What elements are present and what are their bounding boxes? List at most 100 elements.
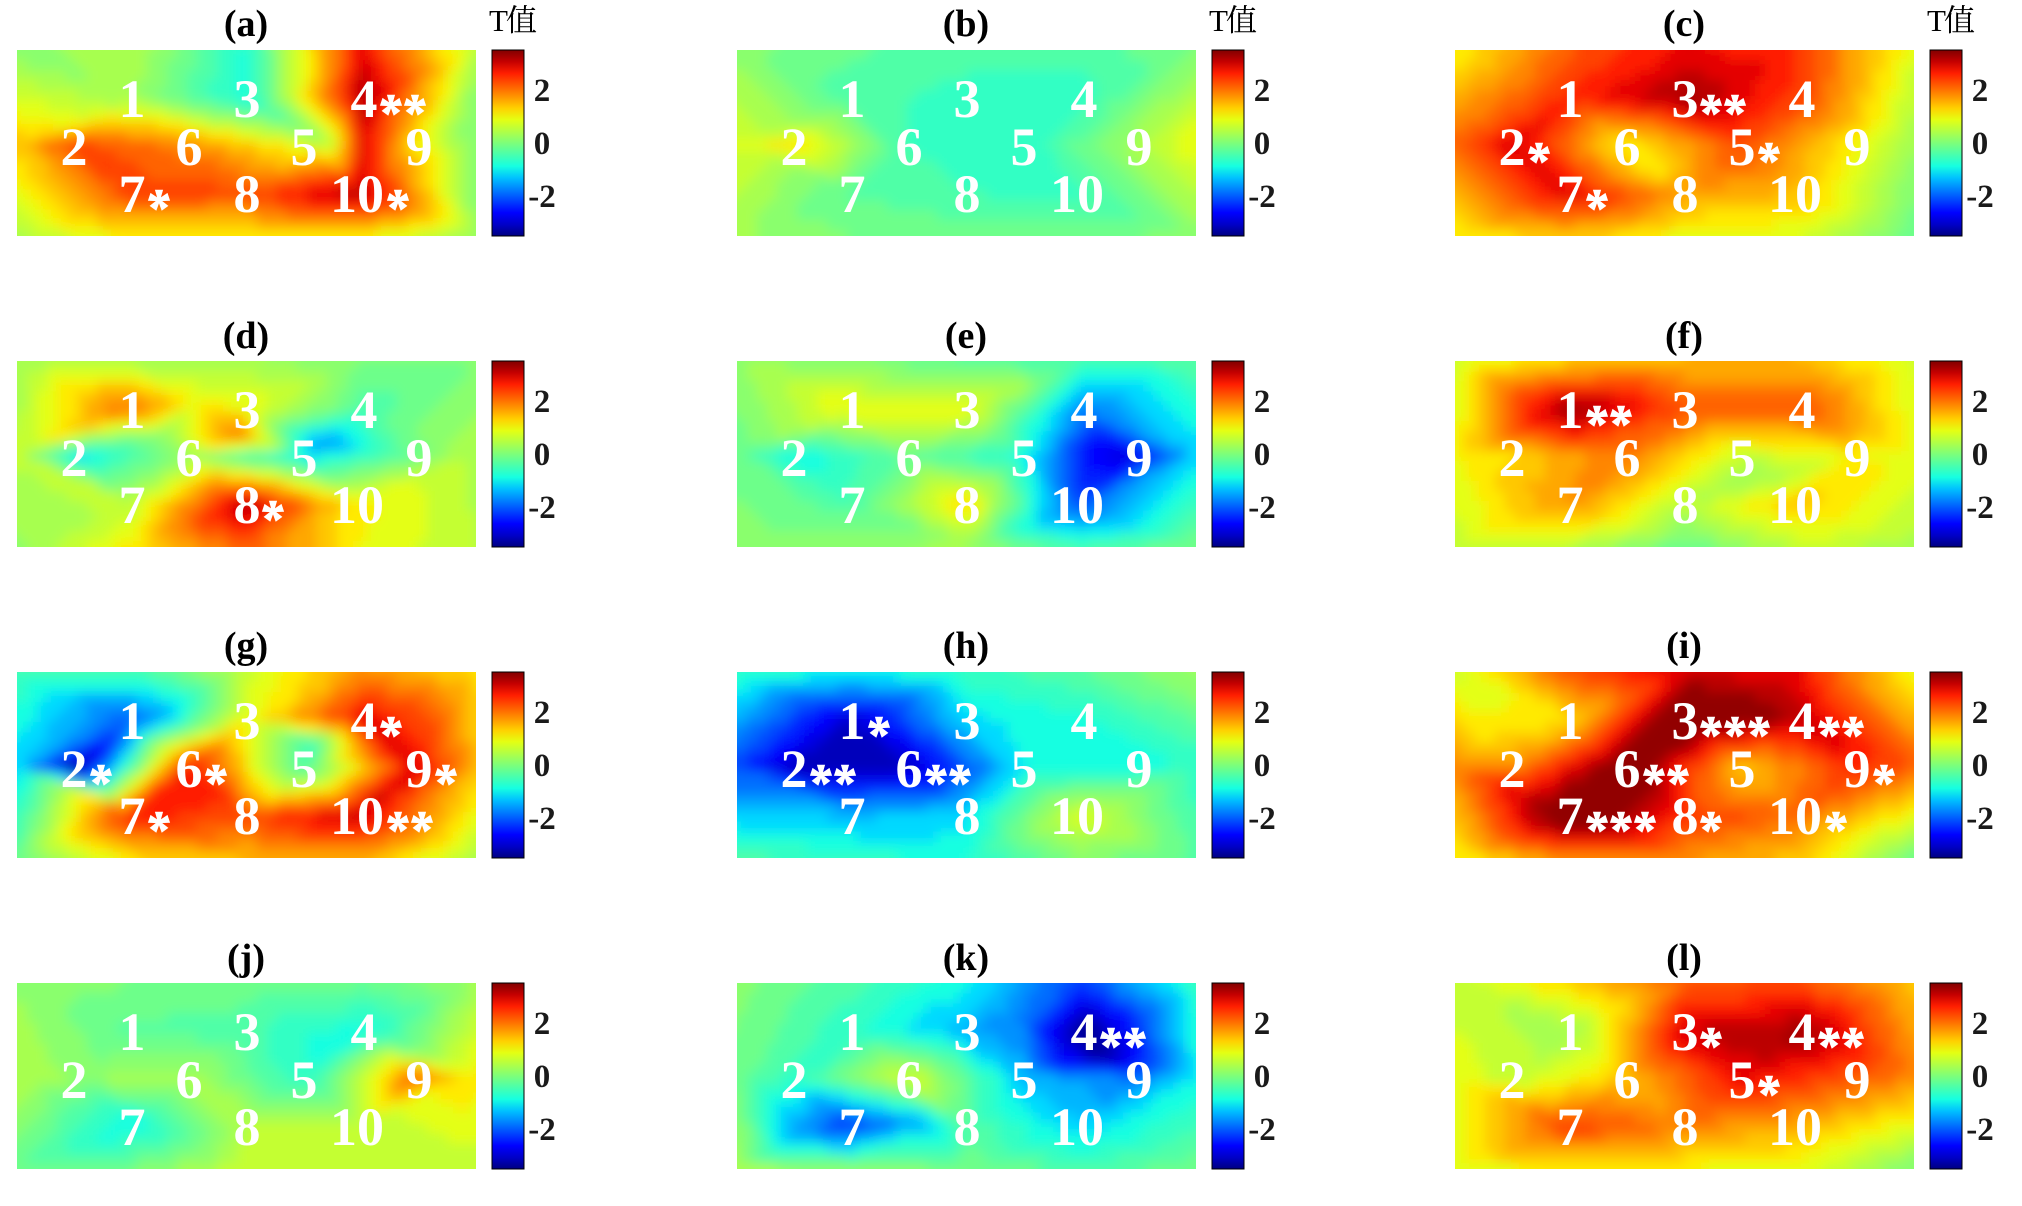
svg-text:3: 3 [234,69,261,129]
svg-text:10: 10 [1050,475,1104,535]
svg-text:10: 10 [330,475,384,535]
svg-text:1: 1 [119,380,146,440]
svg-text:6: 6 [176,117,203,177]
svg-text:9: 9 [406,739,433,799]
svg-text:2: 2 [781,739,808,799]
svg-text:-2: -2 [1966,490,1994,526]
svg-text:0: 0 [1254,126,1271,162]
svg-text:4: 4 [1071,691,1098,751]
svg-text:-2: -2 [1248,801,1276,837]
svg-text:0: 0 [534,748,551,784]
svg-text:9: 9 [406,428,433,488]
svg-text:3: 3 [954,691,981,751]
svg-text:4: 4 [351,1002,378,1062]
svg-text:5: 5 [291,428,318,488]
svg-text:0: 0 [1254,437,1271,473]
svg-text:(g): (g) [224,625,268,667]
svg-text:T: T [489,3,508,38]
svg-text:0: 0 [1972,748,1989,784]
svg-text:3: 3 [1672,69,1699,129]
svg-text:8: 8 [1672,164,1699,224]
svg-text:8: 8 [234,1097,261,1157]
svg-text:4: 4 [1789,69,1816,129]
svg-text:2: 2 [61,1050,88,1110]
svg-text:1: 1 [839,69,866,129]
svg-text:9: 9 [406,117,433,177]
svg-text:1: 1 [1557,691,1584,751]
svg-text:8: 8 [1672,1097,1699,1157]
svg-text:5: 5 [1729,1050,1756,1110]
svg-text:8: 8 [234,475,261,535]
svg-text:3: 3 [1672,1002,1699,1062]
svg-text:10: 10 [1768,786,1822,846]
svg-text:4: 4 [1789,1002,1816,1062]
svg-text:5: 5 [1729,117,1756,177]
svg-text:T: T [1209,3,1228,38]
svg-text:2: 2 [1972,384,1989,420]
svg-text:2: 2 [781,428,808,488]
svg-text:(l): (l) [1666,937,1702,979]
svg-text:7: 7 [119,164,146,224]
svg-text:2: 2 [534,384,551,420]
svg-text:2: 2 [1972,695,1989,731]
svg-text:6: 6 [176,428,203,488]
svg-text:5: 5 [1729,428,1756,488]
svg-text:8: 8 [954,475,981,535]
svg-text:2: 2 [1972,73,1989,109]
svg-text:3: 3 [234,691,261,751]
svg-text:2: 2 [1499,739,1526,799]
svg-text:6: 6 [896,428,923,488]
svg-text:6: 6 [1614,739,1641,799]
svg-text:0: 0 [534,126,551,162]
svg-text:-2: -2 [1966,801,1994,837]
svg-text:9: 9 [1844,428,1871,488]
svg-text:-2: -2 [1248,490,1276,526]
svg-text:7: 7 [1557,164,1584,224]
svg-text:5: 5 [1011,1050,1038,1110]
svg-text:4: 4 [1789,380,1816,440]
svg-text:9: 9 [1844,739,1871,799]
svg-text:3: 3 [954,380,981,440]
svg-text:6: 6 [1614,1050,1641,1110]
svg-text:(f): (f) [1665,315,1703,357]
svg-text:3: 3 [954,1002,981,1062]
svg-text:-2: -2 [1966,1112,1994,1148]
svg-text:-2: -2 [1248,1112,1276,1148]
svg-text:-2: -2 [1966,179,1994,215]
svg-text:2: 2 [61,739,88,799]
svg-text:8: 8 [234,164,261,224]
svg-text:10: 10 [1050,164,1104,224]
svg-text:10: 10 [1768,475,1822,535]
svg-text:(j): (j) [227,937,265,979]
svg-text:2: 2 [1254,384,1271,420]
svg-text:7: 7 [839,475,866,535]
svg-text:0: 0 [1972,126,1989,162]
svg-text:-2: -2 [528,179,556,215]
svg-text:1: 1 [119,1002,146,1062]
svg-text:T: T [1927,3,1946,38]
svg-text:2: 2 [1254,73,1271,109]
svg-text:9: 9 [1844,1050,1871,1110]
svg-text:10: 10 [330,1097,384,1157]
svg-text:2: 2 [534,695,551,731]
svg-text:4: 4 [1071,380,1098,440]
svg-text:5: 5 [1011,739,1038,799]
svg-text:3: 3 [1672,691,1699,751]
svg-text:9: 9 [1844,117,1871,177]
svg-text:1: 1 [119,69,146,129]
svg-text:0: 0 [1972,437,1989,473]
svg-text:7: 7 [839,164,866,224]
svg-text:2: 2 [781,1050,808,1110]
svg-text:(a): (a) [224,3,268,45]
svg-text:(e): (e) [945,315,987,357]
svg-text:4: 4 [351,691,378,751]
svg-text:6: 6 [1614,428,1641,488]
svg-text:2: 2 [1972,1006,1989,1042]
svg-text:5: 5 [1729,739,1756,799]
svg-text:3: 3 [234,380,261,440]
svg-text:8: 8 [234,786,261,846]
svg-text:(k): (k) [943,937,989,979]
svg-text:7: 7 [839,1097,866,1157]
svg-text:(i): (i) [1666,625,1702,667]
svg-text:(c): (c) [1663,3,1705,45]
